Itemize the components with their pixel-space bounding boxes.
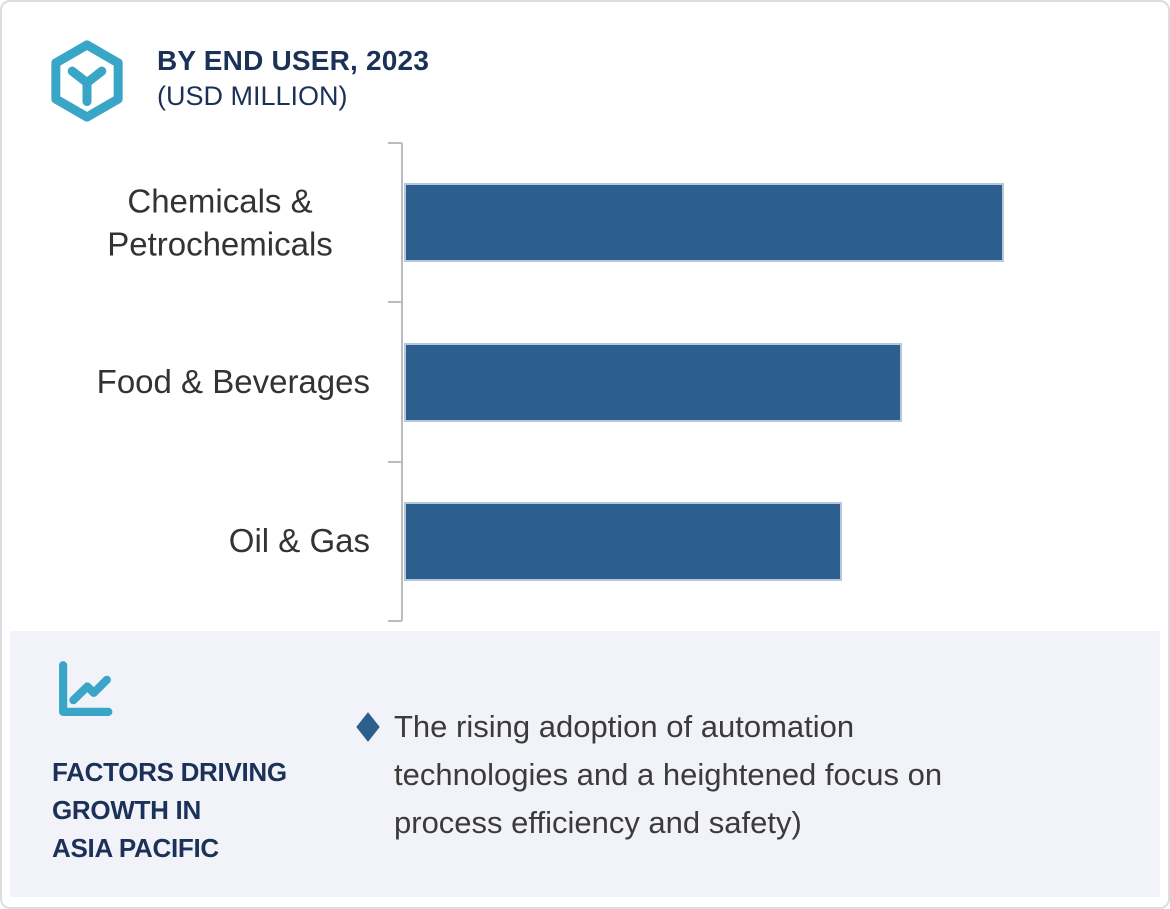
chart-title: BY END USER, 2023 (157, 45, 430, 76)
bar (404, 501, 842, 581)
category-label: Oil & Gas (228, 522, 370, 560)
hexagon-cube-icon (51, 40, 123, 122)
chart-header: BY END USER, 2023 (USD MILLION) (157, 42, 429, 113)
category-label: Chemicals & Petrochemicals (107, 182, 333, 263)
panel-title: FACTORS DRIVING GROWTH IN ASIA PACIFIC (52, 753, 287, 867)
axis-tick (388, 620, 402, 622)
axis-tick (388, 460, 402, 463)
diamond-bullet-icon (356, 712, 380, 742)
panel-title-line: FACTORS DRIVING (52, 757, 287, 787)
axis-tick (388, 301, 402, 304)
bar (404, 342, 902, 422)
chart-subtitle: (USD MILLION) (157, 81, 348, 111)
bullet-text: The rising adoption of automation techno… (394, 709, 943, 840)
trend-line-chart-icon (59, 661, 113, 716)
panel-title-line: ASIA PACIFIC (52, 833, 219, 863)
category-label: Food & Beverages (96, 363, 370, 401)
bullet-item: The rising adoption of automation techno… (354, 703, 1034, 847)
bar (404, 183, 1004, 263)
panel-title-line: GROWTH IN (52, 795, 201, 825)
axis-tick (388, 142, 402, 144)
factors-panel: FACTORS DRIVING GROWTH IN ASIA PACIFIC T… (10, 631, 1160, 897)
category-axis-line (401, 143, 403, 621)
